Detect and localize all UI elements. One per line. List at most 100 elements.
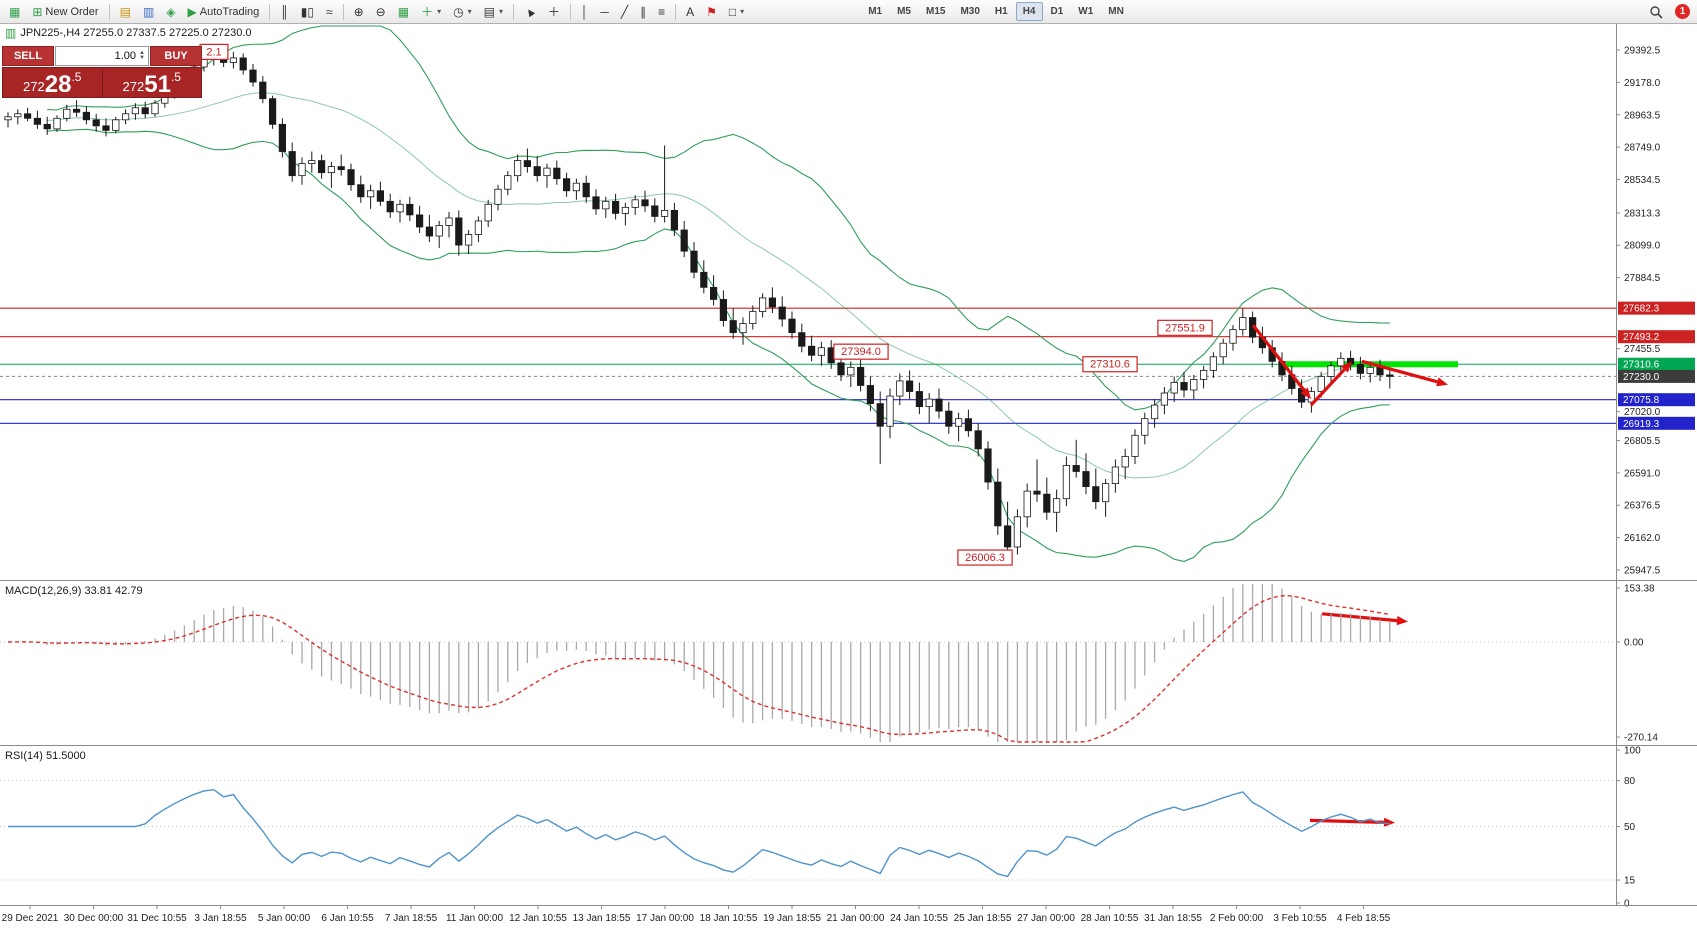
svg-text:31 Jan 18:55: 31 Jan 18:55 — [1144, 913, 1202, 924]
channel-icon[interactable]: ∥ — [640, 4, 647, 19]
clock-icon: ◷ — [453, 4, 464, 19]
trade-buttons-row: SELL 1.00 ▲ ▼ BUY — [2, 46, 202, 66]
svg-text:30 Dec 00:00: 30 Dec 00:00 — [64, 913, 124, 924]
new-chart-icon[interactable]: ▦ — [9, 4, 21, 19]
volume-down-icon[interactable]: ▼ — [139, 55, 145, 61]
label-icon[interactable]: ⚑ — [706, 4, 717, 19]
horizontal-line-icon[interactable]: ─ — [600, 4, 609, 19]
autotrading-play-icon: ▶ — [187, 4, 197, 19]
cursor-icon[interactable]: ▲ — [521, 2, 539, 21]
text-icon[interactable]: A — [686, 4, 695, 19]
svg-text:27 Jan 00:00: 27 Jan 00:00 — [1017, 913, 1075, 924]
svg-text:27455.5: 27455.5 — [1624, 344, 1661, 355]
svg-text:27394.0: 27394.0 — [841, 346, 881, 358]
chevron-down-icon: ▾ — [740, 7, 745, 16]
timeframe-m15[interactable]: M15 — [926, 6, 946, 17]
pane-dividers — [0, 580, 1697, 906]
separator — [269, 3, 271, 20]
zoom-in-icon[interactable]: ⊕ — [353, 4, 364, 19]
separator — [342, 3, 344, 20]
periods-button[interactable]: ◷ ▾ — [448, 2, 477, 21]
volume-input[interactable]: 1.00 ▲ ▼ — [55, 46, 149, 66]
annotations-layer: 2.1 27394.0 27310.6 27551.9 26006.3 — [199, 43, 1448, 827]
time-axis[interactable]: 29 Dec 2021 30 Dec 00:00 31 Dec 10:55 3 Jan… — [2, 905, 1391, 924]
timeframe-h4[interactable]: H4 — [1015, 2, 1043, 21]
svg-text:21 Jan 00:00: 21 Jan 00:00 — [827, 913, 885, 924]
chevron-down-icon: ▾ — [467, 7, 472, 16]
autotrading-button[interactable]: ▶ AutoTrading — [187, 4, 260, 19]
timeframe-m5[interactable]: M5 — [897, 6, 911, 17]
svg-text:27310.6: 27310.6 — [1090, 359, 1130, 371]
shapes-icon: □ — [728, 4, 737, 19]
svg-text:26162.0: 26162.0 — [1624, 533, 1661, 544]
search-button[interactable] — [1644, 2, 1668, 21]
timeframe-m30[interactable]: M30 — [960, 6, 980, 17]
svg-text:24 Jan 10:55: 24 Jan 10:55 — [890, 913, 948, 924]
svg-text:-270.14: -270.14 — [1624, 733, 1658, 744]
vertical-line-icon[interactable]: │ — [580, 4, 589, 19]
market-watch-icon[interactable]: ▤ — [119, 4, 131, 19]
templates-button[interactable]: ▤ ▾ — [479, 2, 508, 21]
timeframe-m1[interactable]: M1 — [868, 6, 883, 17]
svg-text:28749.0: 28749.0 — [1624, 143, 1661, 154]
separator — [512, 3, 514, 20]
price-axis[interactable]: 29392.5 29178.0 28963.5 28749.0 28534.5 28313… — [1616, 24, 1695, 910]
svg-text:6 Jan 10:55: 6 Jan 10:55 — [321, 913, 374, 924]
chart-line-icon[interactable]: ≈ — [326, 4, 333, 19]
fibonacci-icon[interactable]: ≡ — [658, 4, 666, 19]
svg-text:18 Jan 10:55: 18 Jan 10:55 — [700, 913, 758, 924]
svg-text:17 Jan 00:00: 17 Jan 00:00 — [636, 913, 694, 924]
toolbar: ▦ ⊞ New Order ▤ ▥ ◈ ▶ AutoTrading ║ ▮▯ ≈… — [0, 0, 1697, 24]
zoom-out-icon[interactable]: ⊖ — [375, 4, 386, 19]
sell-quote[interactable]: 272 28.5 — [23, 70, 82, 98]
svg-text:29178.0: 29178.0 — [1624, 78, 1661, 89]
chevron-down-icon: ▾ — [437, 7, 442, 16]
svg-text:27230.0: 27230.0 — [1623, 372, 1660, 383]
chart-bars-icon[interactable]: ║ — [280, 4, 289, 19]
svg-text:26919.3: 26919.3 — [1623, 419, 1660, 430]
svg-text:27075.8: 27075.8 — [1623, 395, 1660, 406]
volume-up-icon[interactable]: ▲ — [139, 50, 145, 56]
crosshair-icon[interactable]: ＋ — [547, 4, 560, 19]
svg-text:26805.5: 26805.5 — [1624, 436, 1661, 447]
timeframe-mn[interactable]: MN — [1108, 6, 1124, 17]
quote-divider — [101, 68, 103, 97]
candles-layer — [4, 48, 1394, 561]
toolbar-right: 1 — [1644, 2, 1693, 21]
svg-text:2 Feb 00:00: 2 Feb 00:00 — [1210, 913, 1264, 924]
timeframe-group: M1 M5 M15 M30 H1 H4 D1 W1 MN — [861, 2, 1131, 21]
separator — [108, 3, 110, 20]
timeframe-h1[interactable]: H1 — [994, 6, 1008, 17]
tile-windows-icon[interactable]: ▦ — [397, 4, 410, 19]
svg-text:28099.0: 28099.0 — [1624, 241, 1661, 252]
search-icon — [1650, 5, 1663, 19]
navigator-icon[interactable]: ◈ — [166, 4, 176, 19]
indicators-button[interactable]: ＋ ▾ — [416, 2, 446, 21]
svg-text:80: 80 — [1624, 776, 1636, 787]
svg-text:100: 100 — [1624, 746, 1641, 757]
svg-text:2.1: 2.1 — [206, 46, 221, 58]
data-window-icon[interactable]: ▥ — [142, 4, 155, 19]
svg-text:4 Feb 18:55: 4 Feb 18:55 — [1337, 913, 1391, 924]
svg-text:50: 50 — [1624, 822, 1636, 833]
svg-text:25 Jan 18:55: 25 Jan 18:55 — [954, 913, 1012, 924]
bollinger-bands-layer — [47, 25, 1390, 562]
timeframe-w1[interactable]: W1 — [1078, 6, 1094, 17]
shapes-button[interactable]: □ ▾ — [724, 2, 749, 21]
svg-text:31 Dec 10:55: 31 Dec 10:55 — [127, 913, 187, 924]
buy-quote[interactable]: 272 51.5 — [122, 70, 181, 98]
new-order-button[interactable]: ⊞ New Order — [32, 4, 99, 19]
buy-button[interactable]: BUY — [150, 46, 202, 66]
timeframe-d1[interactable]: D1 — [1050, 6, 1064, 17]
notification-badge[interactable]: 1 — [1675, 4, 1690, 19]
trendline-icon[interactable]: ╱ — [620, 4, 629, 19]
chart-candles-icon[interactable]: ▮▯ — [300, 4, 315, 19]
volume-value: 1.00 — [114, 50, 137, 62]
svg-text:11 Jan 00:00: 11 Jan 00:00 — [446, 913, 504, 924]
sell-button[interactable]: SELL — [2, 46, 54, 66]
svg-text:27020.0: 27020.0 — [1624, 407, 1661, 418]
svg-text:27310.6: 27310.6 — [1623, 360, 1660, 371]
